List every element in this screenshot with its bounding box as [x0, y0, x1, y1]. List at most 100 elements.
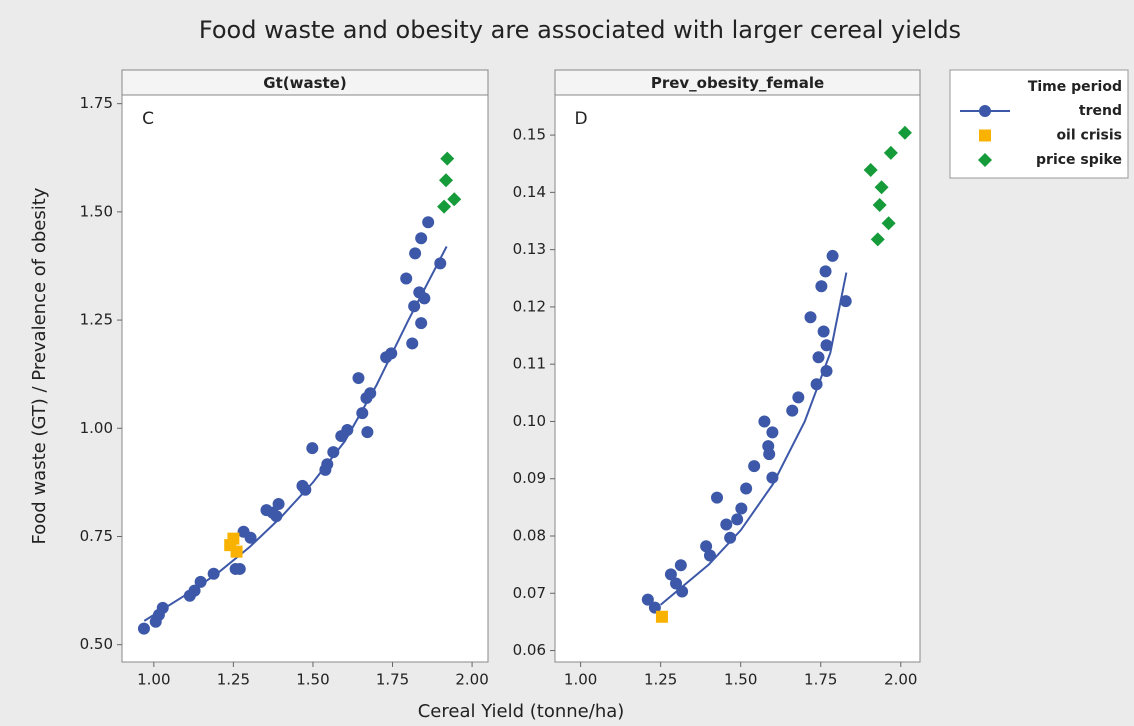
point — [817, 325, 830, 338]
legend-marker — [979, 129, 991, 142]
plot-area — [554, 94, 921, 663]
x-axis-label: Cereal Yield (tonne/ha) — [418, 701, 625, 722]
point — [352, 372, 365, 385]
point — [409, 247, 422, 260]
point — [735, 502, 748, 515]
y-tick-label: 0.10 — [513, 412, 546, 430]
x-tick-label: 1.25 — [217, 671, 250, 689]
point — [440, 151, 455, 166]
point — [270, 510, 283, 523]
plot-area — [121, 94, 489, 663]
point — [820, 365, 833, 378]
point — [883, 145, 898, 160]
y-tick-label: 0.09 — [513, 469, 546, 487]
point — [434, 257, 447, 270]
point — [812, 351, 825, 364]
point — [655, 610, 668, 623]
x-tick-label: 1.50 — [296, 671, 329, 689]
legend-marker — [979, 105, 991, 117]
point — [664, 568, 677, 581]
point — [676, 585, 689, 598]
point — [786, 404, 799, 417]
point — [711, 491, 724, 504]
point — [406, 337, 419, 350]
point — [230, 545, 243, 558]
point — [820, 339, 833, 352]
point — [648, 601, 661, 614]
point — [792, 391, 805, 404]
legend-label: oil crisis — [1056, 128, 1122, 144]
point — [400, 272, 413, 285]
point — [408, 300, 421, 313]
point — [437, 199, 452, 214]
chart-title: Food waste and obesity are associated wi… — [199, 16, 961, 44]
point — [881, 216, 896, 231]
panel-title: Gt(waste) — [263, 74, 346, 92]
panel-strip — [554, 69, 921, 96]
x-tick-label: 1.75 — [804, 671, 837, 689]
point — [327, 446, 340, 459]
point — [306, 442, 319, 455]
point — [364, 387, 377, 400]
point — [863, 163, 878, 178]
y-tick-label: 0.15 — [513, 126, 546, 144]
point — [356, 407, 369, 420]
point — [341, 424, 354, 437]
point — [703, 549, 716, 562]
y-tick-label: 0.07 — [513, 584, 546, 602]
point — [874, 180, 889, 195]
point — [188, 584, 201, 597]
point — [194, 575, 207, 588]
point — [731, 513, 744, 526]
point — [137, 622, 150, 635]
y-tick-label: 0.75 — [80, 527, 113, 545]
point — [447, 192, 462, 207]
point — [415, 232, 428, 245]
x-tick-label: 2.00 — [884, 671, 917, 689]
x-tick-label: 1.25 — [644, 671, 677, 689]
y-tick-label: 0.12 — [513, 297, 546, 315]
x-tick-label: 1.50 — [724, 671, 757, 689]
trend-line — [660, 272, 848, 606]
point — [641, 593, 654, 606]
point — [748, 460, 761, 473]
panel-label: D — [574, 109, 587, 129]
point — [720, 518, 733, 531]
y-tick-label: 0.11 — [513, 355, 546, 373]
y-tick-label: 0.13 — [513, 240, 546, 258]
point — [385, 347, 398, 360]
point — [233, 562, 246, 575]
point — [418, 292, 431, 305]
y-tick-label: 1.50 — [80, 202, 113, 220]
y-tick-label: 1.00 — [80, 419, 113, 437]
x-tick-label: 1.00 — [564, 671, 597, 689]
point — [415, 317, 428, 330]
point — [299, 483, 312, 496]
y-tick-label: 1.75 — [80, 94, 113, 112]
point — [207, 567, 220, 580]
point — [740, 482, 753, 495]
legend-label: trend — [1079, 103, 1122, 119]
x-tick-label: 1.75 — [376, 671, 409, 689]
legend-label: price spike — [1036, 152, 1122, 168]
legend-title: Time period — [1028, 79, 1122, 95]
point — [244, 531, 257, 544]
y-tick-label: 1.25 — [80, 311, 113, 329]
x-tick-label: 2.00 — [455, 671, 488, 689]
y-tick-label: 0.50 — [80, 635, 113, 653]
point — [839, 295, 852, 308]
point — [870, 232, 885, 247]
point — [810, 378, 823, 391]
point — [156, 601, 169, 614]
x-tick-label: 1.00 — [137, 671, 170, 689]
point — [700, 540, 713, 553]
y-axis-label: Food waste (GT) / Prevalence of obesity — [29, 187, 50, 544]
legend-marker — [978, 153, 992, 167]
point — [763, 448, 776, 461]
panel-label: C — [142, 109, 154, 129]
panel-strip — [121, 69, 489, 96]
point — [766, 426, 779, 439]
point — [872, 197, 887, 212]
point — [804, 311, 817, 324]
